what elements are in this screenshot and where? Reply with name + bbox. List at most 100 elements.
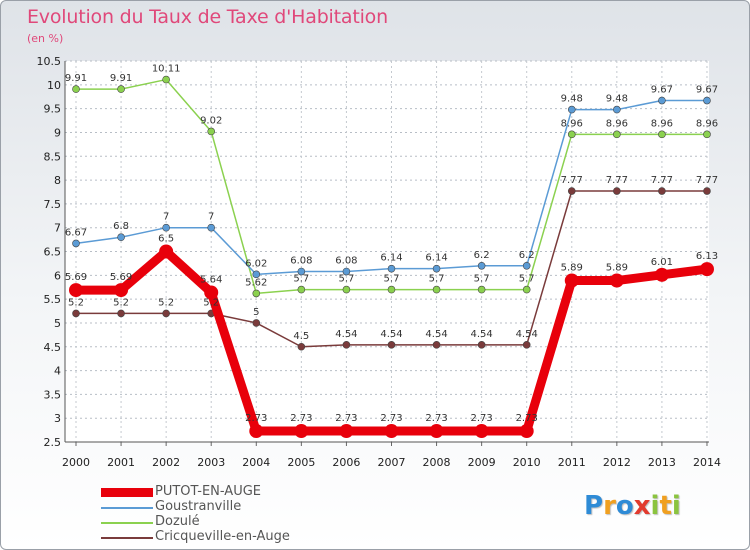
logo-letter: x — [633, 491, 651, 521]
series-goustranville-data-label: 6.08 — [290, 256, 312, 267]
x-tick-label: 2008 — [423, 456, 451, 469]
y-tick-label: 7.5 — [44, 198, 62, 211]
series-putot-en-auge-data-label: 5.69 — [110, 272, 132, 283]
series-cricqueville-en-auge-data-label: 4.54 — [335, 329, 357, 340]
y-tick-label: 5 — [54, 317, 61, 330]
x-tick-label: 2010 — [513, 456, 541, 469]
series-cricqueville-en-auge-point — [703, 187, 711, 195]
series-goustranville-point — [207, 223, 216, 232]
series-dozule-data-label: 5.7 — [338, 274, 354, 285]
series-dozule-data-label: 9.02 — [200, 115, 222, 126]
series-putot-en-auge-point — [519, 424, 534, 439]
series-dozule-point — [477, 285, 486, 294]
legend-label: Cricqueville-en-Auge — [155, 529, 290, 544]
legend-label: Dozulé — [155, 514, 200, 529]
series-goustranville-data-label: 6.08 — [335, 256, 357, 267]
series-dozule-point — [162, 75, 170, 84]
legend-swatch — [101, 522, 153, 524]
series-goustranville-point — [567, 105, 576, 114]
series-goustranville-point — [342, 267, 351, 276]
series-dozule-point — [387, 285, 396, 294]
series-dozule-point — [117, 85, 125, 93]
series-goustranville-point — [252, 270, 261, 279]
y-tick-label: 8 — [54, 174, 61, 187]
series-cricqueville-en-auge-data-label: 4.54 — [470, 329, 492, 340]
y-tick-label: 3 — [54, 412, 61, 425]
y-tick-label: 5.5 — [44, 293, 62, 306]
series-putot-en-auge-data-label: 5.89 — [606, 263, 628, 274]
series-goustranville-data-label: 6.8 — [113, 221, 129, 232]
x-tick-label: 2012 — [603, 456, 631, 469]
series-goustranville-data-label: 6.2 — [474, 250, 490, 261]
series-goustranville-data-label: 6.14 — [425, 253, 447, 264]
series-putot-en-auge-data-label: 2.73 — [425, 413, 447, 424]
series-goustranville-point — [297, 267, 306, 276]
series-putot-en-auge-point — [204, 285, 219, 300]
x-tick-label: 2006 — [332, 456, 360, 469]
y-tick-label: 9.5 — [44, 103, 62, 116]
series-putot-en-auge-point — [699, 262, 714, 277]
x-tick-label: 2002 — [152, 456, 180, 469]
series-goustranville-point — [387, 264, 396, 273]
series-cricqueville-en-auge-point — [387, 341, 396, 349]
series-cricqueville-en-auge-data-label: 4.54 — [516, 329, 538, 340]
logo-letter: i — [650, 491, 660, 521]
legend-label: PUTOT-EN-AUGE — [155, 484, 262, 499]
series-dozule-point — [207, 127, 216, 136]
series-putot-en-auge-data-label: 6.13 — [696, 251, 718, 262]
series-goustranville-data-label: 6.14 — [380, 253, 402, 264]
series-putot-en-auge-data-label: 2.73 — [516, 413, 538, 424]
series-goustranville-data-label: 7 — [208, 212, 214, 223]
series-putot-en-auge-point — [609, 273, 624, 288]
series-putot-en-auge-data-label: 5.64 — [200, 274, 222, 285]
series-putot-en-auge-data-label: 6.01 — [651, 257, 673, 268]
series-cricqueville-en-auge-data-label: 4.5 — [293, 331, 309, 342]
proxiti-logo: Proxiti — [584, 491, 681, 521]
series-putot-en-auge-point — [564, 273, 579, 288]
series-putot-en-auge-point — [114, 283, 129, 298]
series-dozule-point — [252, 289, 261, 298]
series-dozule-data-label: 5.7 — [293, 274, 309, 285]
x-tick-label: 2011 — [558, 456, 586, 469]
y-tick-label: 7 — [54, 222, 61, 235]
series-cricqueville-en-auge-data-label: 7.77 — [696, 175, 718, 186]
series-dozule-point — [72, 85, 80, 93]
series-cricqueville-en-auge-data-label: 4.54 — [380, 329, 402, 340]
series-goustranville-point — [522, 261, 531, 270]
series-dozule-data-label: 8.96 — [606, 118, 628, 129]
series-cricqueville-en-auge-point — [432, 341, 441, 349]
series-cricqueville-en-auge-data-label: 7.77 — [561, 175, 583, 186]
x-tick-label: 2007 — [377, 456, 405, 469]
legend-swatch — [101, 537, 153, 539]
logo-letter: t — [659, 491, 672, 521]
series-goustranville-point — [658, 96, 666, 105]
x-tick-label: 2013 — [648, 456, 676, 469]
chart-title: Evolution du Taux de Taxe d'Habitation — [27, 6, 388, 28]
legend-label: Goustranville — [155, 499, 242, 514]
y-tick-label: 10.5 — [37, 55, 62, 68]
logo-letter: i — [671, 491, 681, 521]
series-goustranville-data-label: 6.02 — [245, 258, 267, 269]
series-dozule-point — [522, 285, 531, 294]
series-dozule-data-label: 9.91 — [65, 73, 87, 84]
series-goustranville-data-label: 6.67 — [65, 227, 87, 238]
series-goustranville-point — [613, 105, 621, 114]
series-cricqueville-en-auge-point — [252, 319, 261, 327]
series-cricqueville-en-auge-data-label: 4.54 — [425, 329, 447, 340]
series-dozule-point — [342, 285, 351, 294]
x-tick-label: 2009 — [468, 456, 496, 469]
series-putot-en-auge-data-label: 2.73 — [380, 413, 402, 424]
x-tick-label: 2000 — [62, 456, 90, 469]
series-dozule-data-label: 5.7 — [429, 274, 445, 285]
series-dozule-data-label: 8.96 — [561, 118, 583, 129]
series-putot-en-auge-data-label: 2.73 — [335, 413, 357, 424]
series-cricqueville-en-auge-data-label: 7.77 — [606, 175, 628, 186]
series-dozule-data-label: 5.7 — [384, 274, 400, 285]
logo-letter: o — [615, 491, 634, 521]
series-putot-en-auge-point — [474, 424, 489, 439]
x-tick-label: 2003 — [197, 456, 225, 469]
series-cricqueville-en-auge-point — [117, 309, 125, 318]
series-putot-en-auge-point — [384, 424, 399, 439]
